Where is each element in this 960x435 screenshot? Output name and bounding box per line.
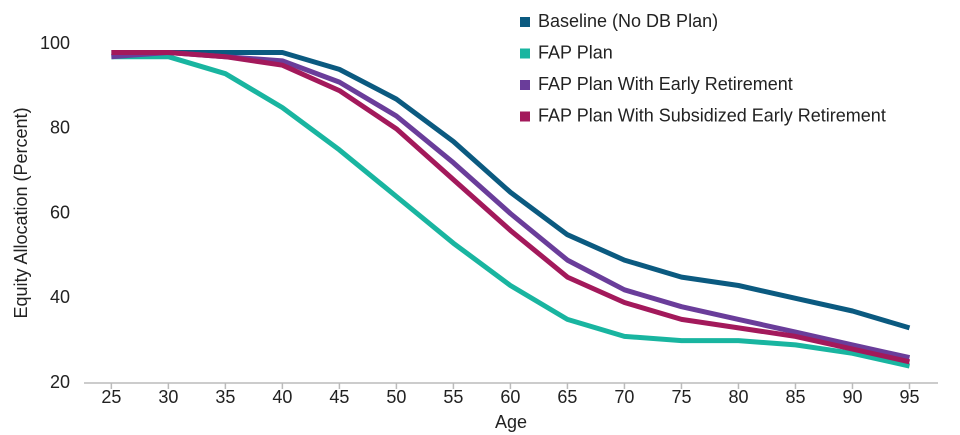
x-tick-label: 90: [842, 387, 862, 407]
y-tick-label: 80: [50, 118, 70, 138]
series-line: [111, 50, 911, 365]
x-tick-label: 35: [215, 387, 235, 407]
x-tick-label: 50: [386, 387, 406, 407]
series-line: [111, 50, 911, 331]
x-tick-label: 75: [671, 387, 691, 407]
x-tick-label: 85: [785, 387, 805, 407]
series-line: [111, 54, 911, 369]
x-axis-label: Age: [495, 412, 527, 432]
x-tick-label: 80: [728, 387, 748, 407]
x-tick-label: 55: [443, 387, 463, 407]
x-tick-label: 60: [500, 387, 520, 407]
x-tick-label: 65: [557, 387, 577, 407]
legend-swatch: [520, 48, 530, 59]
y-tick-label: 20: [50, 372, 70, 392]
legend-swatch: [520, 17, 530, 27]
x-tick-label: 25: [101, 387, 121, 407]
x-tick-label: 45: [329, 387, 349, 407]
x-tick-label: 70: [614, 387, 634, 407]
legend-swatch: [520, 80, 530, 90]
y-tick-label: 100: [40, 33, 70, 53]
legend-label: Baseline (No DB Plan): [538, 11, 718, 31]
legend-label: FAP Plan With Early Retirement: [538, 74, 793, 94]
y-axis-label: Equity Allocation (Percent): [11, 107, 31, 318]
y-tick-label: 40: [50, 287, 70, 307]
x-tick-label: 40: [272, 387, 292, 407]
x-tick-label: 30: [158, 387, 178, 407]
legend-swatch: [520, 111, 530, 122]
legend-label: FAP Plan: [538, 42, 613, 62]
legend-label: FAP Plan With Subsidized Early Retiremen…: [538, 105, 886, 125]
y-tick-label: 60: [50, 202, 70, 222]
x-tick-label: 95: [899, 387, 919, 407]
series-line: [111, 50, 911, 361]
